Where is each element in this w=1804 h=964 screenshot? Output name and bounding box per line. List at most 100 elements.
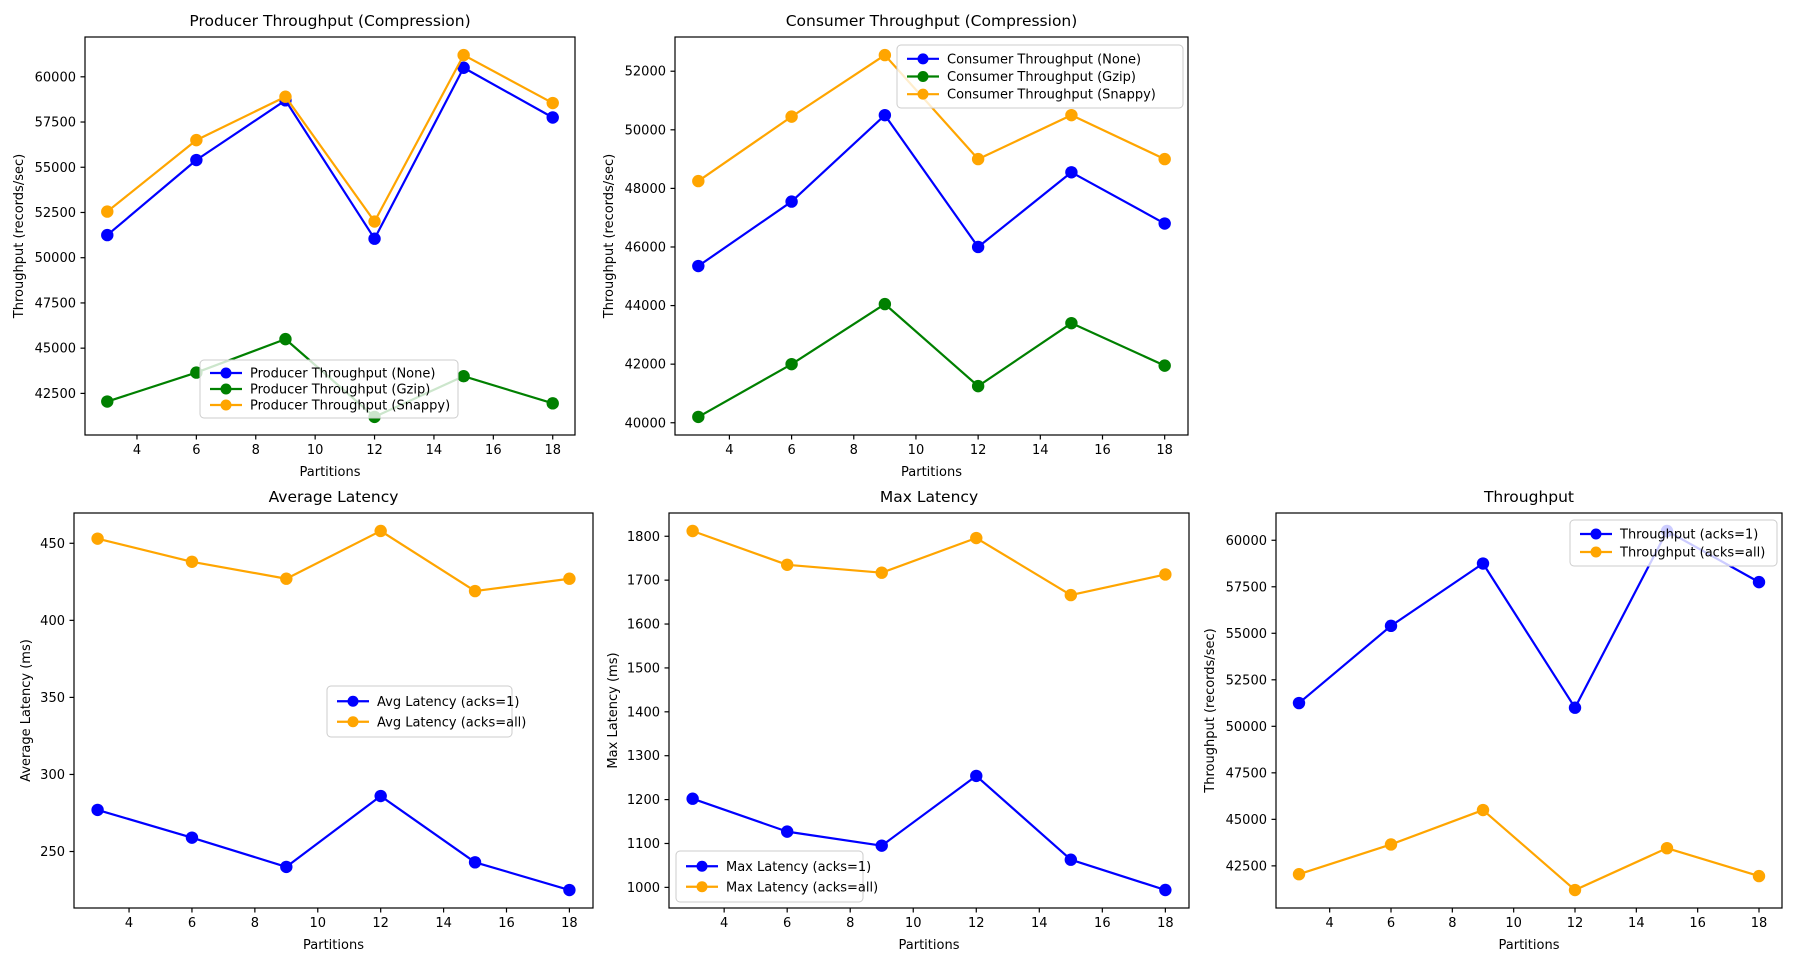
y-tick-label: 60000 xyxy=(1226,534,1267,549)
x-tick-label: 6 xyxy=(188,916,196,931)
data-point-marker xyxy=(1065,316,1078,330)
data-point-marker xyxy=(686,524,699,538)
legend-sample-marker xyxy=(220,367,232,379)
data-point-marker xyxy=(692,174,705,188)
data-point-marker xyxy=(971,379,985,393)
y-tick-label: 50000 xyxy=(35,251,76,266)
legend: Consumer Throughput (None) Consumer Throu… xyxy=(896,44,1184,109)
data-point-marker xyxy=(780,825,794,838)
data-point-marker xyxy=(1064,853,1078,866)
legend-sample-marker xyxy=(917,53,929,65)
data-point-marker xyxy=(1292,696,1306,710)
y-tick-label: 44000 xyxy=(625,299,666,314)
y-tick-label: 47500 xyxy=(35,296,76,311)
chart-title: Max Latency xyxy=(880,488,978,506)
legend-sample-marker xyxy=(917,88,929,100)
x-tick-label: 10 xyxy=(908,443,925,458)
y-axis-label: Throughput (records/sec) xyxy=(1203,628,1218,793)
x-tick-label: 12 xyxy=(968,916,985,931)
y-axis-label: Average Latency (ms) xyxy=(19,639,34,782)
x-tick-label: 10 xyxy=(1505,916,1522,931)
y-tick-label: 1600 xyxy=(627,618,660,633)
data-point-marker xyxy=(457,61,470,74)
data-point-marker xyxy=(546,111,559,124)
y-tick-label: 60000 xyxy=(35,70,76,85)
series-line xyxy=(106,53,554,223)
y-tick-label: 52500 xyxy=(1226,673,1267,688)
data-point-marker xyxy=(546,397,559,410)
data-point-marker xyxy=(970,531,983,545)
chart-title: Average Latency xyxy=(269,488,399,506)
series-line xyxy=(697,114,1166,267)
y-axis-label: Throughput (records/sec) xyxy=(602,154,617,319)
data-point-marker xyxy=(101,205,114,218)
chart-title: Producer Throughput (Compression) xyxy=(189,12,470,30)
chart-title: Consumer Throughput (Compression) xyxy=(786,12,1078,30)
data-point-marker xyxy=(190,133,203,147)
x-tick-label: 10 xyxy=(309,916,326,931)
legend-sample-marker xyxy=(696,860,708,872)
legend: Avg Latency (acks=1) Avg Latency (acks=al… xyxy=(326,685,526,738)
series-line xyxy=(106,66,554,240)
y-tick-label: 48000 xyxy=(625,182,666,197)
plot-border xyxy=(1275,512,1783,909)
x-tick-label: 6 xyxy=(787,443,795,458)
x-axis-label: Partitions xyxy=(300,465,361,480)
legend-sample-marker xyxy=(347,695,359,707)
data-point-marker xyxy=(970,769,983,783)
legend-sample-marker xyxy=(220,383,232,395)
y-tick-label: 50000 xyxy=(1226,720,1267,735)
y-tick-label: 1700 xyxy=(627,574,660,589)
data-point-marker xyxy=(1065,108,1078,122)
y-tick-label: 46000 xyxy=(625,240,666,255)
legend-entry-label: Throughput (acks=1) xyxy=(1619,528,1758,543)
series-line xyxy=(97,529,570,593)
y-tick-label: 42500 xyxy=(35,387,76,402)
y-tick-label: 50000 xyxy=(625,123,666,138)
data-point-marker xyxy=(185,831,199,844)
data-point-marker xyxy=(1292,868,1306,881)
y-tick-label: 1400 xyxy=(627,705,660,720)
y-tick-label: 250 xyxy=(40,845,65,860)
data-point-marker xyxy=(185,555,199,568)
y-tick-label: 57500 xyxy=(35,116,76,131)
data-point-marker xyxy=(91,532,104,545)
x-tick-label: 4 xyxy=(720,916,728,931)
data-point-marker xyxy=(468,856,482,869)
data-point-marker xyxy=(190,153,203,167)
x-tick-label: 16 xyxy=(1094,443,1111,458)
legend-sample-marker xyxy=(1590,546,1602,558)
data-point-marker xyxy=(1158,152,1171,166)
x-tick-label: 8 xyxy=(1448,916,1456,931)
plot-border xyxy=(84,36,576,436)
x-axis-label: Partitions xyxy=(1499,938,1560,953)
data-point-marker xyxy=(686,792,699,805)
legend-entry-label: Throughput (acks=all) xyxy=(1619,546,1765,561)
x-tick-label: 4 xyxy=(125,916,133,931)
y-tick-label: 350 xyxy=(40,691,65,706)
series-line xyxy=(692,774,1166,892)
legend-box xyxy=(1569,519,1778,567)
x-tick-label: 14 xyxy=(1628,916,1645,931)
data-point-marker xyxy=(91,803,104,817)
legend-sample-marker xyxy=(696,881,708,893)
data-point-marker xyxy=(280,860,293,874)
data-point-marker xyxy=(1384,619,1398,633)
data-point-marker xyxy=(374,524,387,538)
data-point-marker xyxy=(780,558,794,571)
y-tick-label: 52500 xyxy=(35,206,76,221)
legend-box xyxy=(326,685,513,738)
chart-throughput: 4 6 8 10 12 14 16 18 42500 45000 47500 50000 52500 55… xyxy=(1203,488,1783,953)
legend-box xyxy=(675,850,864,903)
data-point-marker xyxy=(468,584,482,598)
legend-entry-label: Producer Throughput (Snappy) xyxy=(250,399,450,414)
data-point-marker xyxy=(878,108,892,122)
y-tick-label: 400 xyxy=(40,614,65,629)
data-point-marker xyxy=(280,572,293,585)
y-tick-label: 42000 xyxy=(625,358,666,373)
data-point-marker xyxy=(1476,803,1490,817)
x-tick-label: 10 xyxy=(307,443,324,458)
x-tick-label: 12 xyxy=(372,916,389,931)
data-point-marker xyxy=(457,370,470,383)
